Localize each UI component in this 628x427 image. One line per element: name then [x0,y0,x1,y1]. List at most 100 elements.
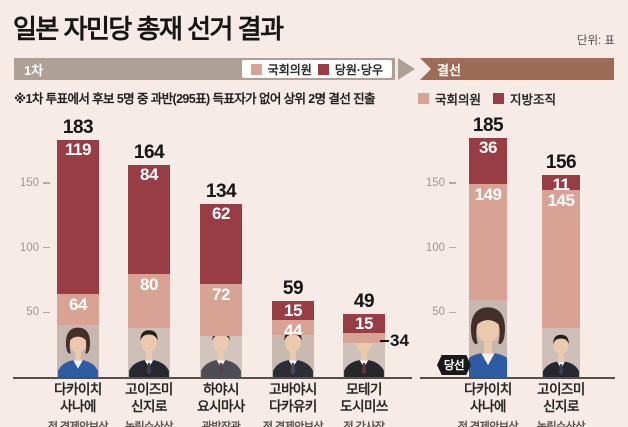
tick-mark [43,182,50,184]
candidate-photo [200,336,242,377]
candidate-name-line: 다카유키 [269,398,317,414]
y-axis-tick: 50 [412,305,456,319]
legend-label-local: 지방조직 [510,93,557,107]
candidate-name-line: 고이즈미 [537,382,585,397]
tick-mark [449,182,456,184]
runoff-legend-pair-diet: 국회의원 [418,89,481,108]
candidate-name-line: 다카이치 [464,382,512,397]
candidate-title-caption: 관방장관 [201,421,241,427]
diet-votes-value: 34 [390,331,409,351]
footnote: ※1차 투표에서 후보 5명 중 과반(295표) 득표자가 없어 상위 2명 … [14,92,376,106]
bar-total-label: 183 [62,117,94,139]
party-votes-label: 15 [355,313,373,333]
party-votes-label: 62 [212,203,230,223]
diet-votes-label-outside: 34 [380,331,409,351]
candidate-photo [272,335,314,377]
runoff-band-label: 결선 [437,62,461,78]
round1-band-label: 1차 [24,62,44,78]
page-title: 일본 자민당 총재 선거 결과 [13,14,284,44]
x-axis-baseline [420,377,615,379]
arrow-right-icon [398,58,415,80]
legend-label-party: 당원·당우 [334,62,383,77]
candidate-title-caption: 전 경제안보상 [47,421,109,427]
y-axis-tick-label: 50 [26,306,39,319]
diet-members-color-chip [250,63,262,75]
avatar-woman-icon [469,300,507,377]
y-axis-tick: 50 [4,305,50,319]
candidate-name-line: 요시마사 [197,398,245,414]
candidate-title-caption: 농림수산상 [536,421,586,427]
y-axis-tick: 100 [412,241,456,255]
diet-votes-label: 64 [69,295,87,315]
party-votes-segment [469,137,507,185]
candidate-title-caption: 전 간사장 [343,421,385,427]
candidate-photo [57,325,99,377]
y-axis-tick: 150 [412,176,456,190]
avatar-man-icon [272,335,314,377]
candidate-name-line: 사나에 [470,398,506,414]
avatar-man-icon [128,328,170,377]
party-votes-label: 84 [140,164,158,184]
party-votes-segment [200,203,242,284]
bar-total-label: 185 [472,114,504,136]
bar-total-label: 164 [133,141,165,163]
round1-band: 1차 국회의원 당원·당우 [14,58,395,80]
candidate-name-line: 도시미쓰 [340,398,388,414]
party-votes-segment [272,300,314,321]
winner-badge: 당선 [437,355,471,375]
bar-total-label: 156 [545,152,577,174]
party-votes-label: 36 [479,137,497,157]
y-axis-tick-label: 150 [19,177,39,190]
candidate-title-caption: 전 경제안보상 [262,421,324,427]
avatar-woman-icon [57,325,99,377]
callout-dash [380,340,389,343]
tick-mark [449,246,456,249]
tick-mark [43,246,50,249]
party-members-color-chip [317,63,329,75]
party-votes-segment [128,164,170,274]
party-votes-segment [57,140,99,295]
candidate-name-line: 고이즈미 [125,382,173,397]
party-votes-segment [542,175,580,190]
y-axis-tick: 150 [4,176,50,190]
bar-total-label: 134 [205,180,237,202]
candidate-photo [469,300,507,377]
legend-label-diet: 국회의원 [435,93,482,107]
avatar-man-icon [200,336,242,377]
candidate-name-line: 고바야시 [269,382,317,397]
unit-label: 단위: 표 [576,35,615,47]
candidate-photo [343,343,385,377]
candidate-name-line: 신지로 [543,398,579,414]
diet-votes-label: 145 [547,190,575,210]
y-axis-tick: 100 [4,241,50,255]
local-org-color-chip [493,93,505,104]
diet-votes-label: 72 [212,284,230,304]
round1-legend: 국회의원 당원·당우 [241,60,392,78]
runoff-legend-pair-local: 지방조직 [493,89,556,108]
runoff-legend: 국회의원 지방조직 [418,89,556,108]
candidate-name-line: 하야시 [203,382,239,397]
candidate-title-caption: 전 경제안보상 [457,421,519,427]
tick-mark [43,311,50,314]
avatar-man-icon [343,343,385,377]
candidate-name-line: 신지로 [131,398,167,414]
bar-total-label: 49 [353,290,375,312]
y-axis-tick-label: 100 [425,241,445,254]
y-axis-tick-label: 50 [432,306,445,319]
x-axis-baseline [13,377,412,379]
diet-votes-label: 149 [474,185,502,205]
tick-mark [449,311,456,314]
candidate-name-block: 고이즈미 신지로 농림수산상 [107,382,191,427]
candidate-name-line: 사나에 [60,398,96,414]
diet-votes-label: 80 [140,274,158,294]
avatar-man-icon [542,328,580,377]
candidate-name-line: 다카이치 [54,382,102,397]
candidate-name-line: 모테기 [346,382,382,397]
